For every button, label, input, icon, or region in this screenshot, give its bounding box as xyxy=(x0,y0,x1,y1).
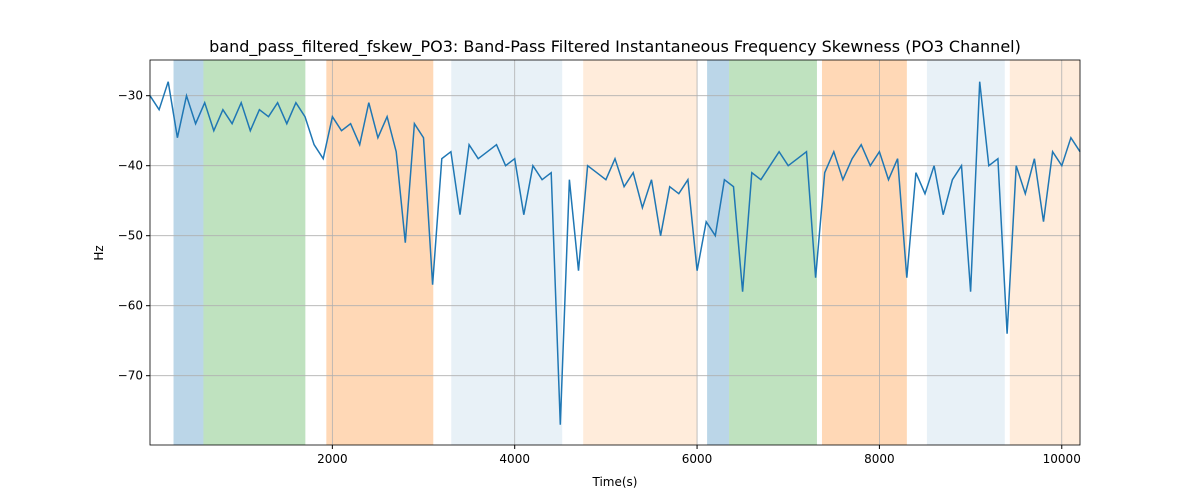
shaded-span xyxy=(926,60,1005,445)
plot-frame xyxy=(149,59,1081,446)
shaded-span xyxy=(707,60,730,445)
x-tick-label: 10000 xyxy=(1043,452,1081,466)
y-tick-label: −50 xyxy=(118,229,143,243)
shaded-span xyxy=(1009,60,1080,445)
shaded-span xyxy=(583,60,698,445)
shaded-span xyxy=(821,60,907,445)
x-tick-label: 8000 xyxy=(864,452,895,466)
y-tick-label: −60 xyxy=(118,299,143,313)
y-axis-label: Hz xyxy=(92,245,106,260)
shaded-span xyxy=(173,60,204,445)
y-tick-label: −40 xyxy=(118,159,143,173)
chart-title: band_pass_filtered_fskew_PO3: Band-Pass … xyxy=(209,37,1021,57)
shaded-span xyxy=(326,60,434,445)
x-tick-label: 6000 xyxy=(682,452,713,466)
y-tick-label: −70 xyxy=(118,369,143,383)
x-tick-label: 4000 xyxy=(499,452,530,466)
y-tick-label: −30 xyxy=(118,89,143,103)
x-tick-label: 2000 xyxy=(317,452,348,466)
shaded-span xyxy=(729,60,817,445)
data-line xyxy=(149,81,1081,425)
shaded-span xyxy=(451,60,563,445)
shaded-span xyxy=(203,60,306,445)
x-axis-label: Time(s) xyxy=(592,475,638,489)
